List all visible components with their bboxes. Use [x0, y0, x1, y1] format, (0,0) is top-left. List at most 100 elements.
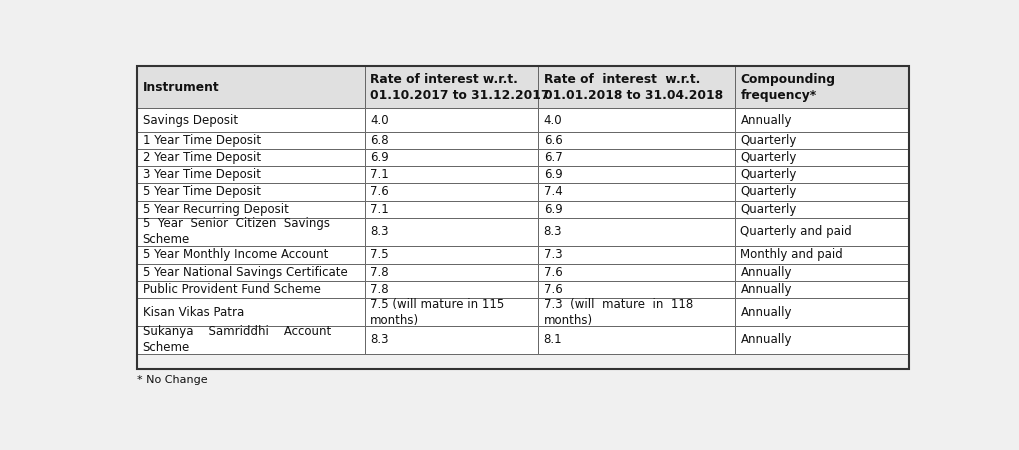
Text: 6.8: 6.8	[370, 134, 388, 147]
Bar	[735, 184, 908, 201]
Text: Quarterly: Quarterly	[740, 168, 796, 181]
Text: 5 Year National Savings Certificate: 5 Year National Savings Certificate	[143, 266, 346, 279]
Bar	[364, 264, 538, 281]
Bar	[137, 246, 364, 264]
Bar	[538, 108, 735, 132]
Bar	[137, 66, 364, 108]
Text: 6.9: 6.9	[543, 168, 561, 181]
Text: Quarterly: Quarterly	[740, 151, 796, 164]
Bar	[735, 149, 908, 166]
Bar	[538, 246, 735, 264]
Text: 8.3: 8.3	[543, 225, 561, 238]
Bar	[735, 246, 908, 264]
Text: Annually: Annually	[740, 306, 791, 319]
Text: Quarterly: Quarterly	[740, 202, 796, 216]
Bar	[735, 298, 908, 326]
Text: Annually: Annually	[740, 333, 791, 346]
Text: 8.1: 8.1	[543, 333, 561, 346]
Text: Quarterly: Quarterly	[740, 134, 796, 147]
Bar	[735, 66, 908, 108]
Bar	[364, 166, 538, 184]
Bar	[364, 218, 538, 246]
Bar	[735, 264, 908, 281]
Bar	[735, 201, 908, 218]
Text: 6.9: 6.9	[543, 202, 561, 216]
Bar	[364, 66, 538, 108]
Bar	[137, 326, 364, 354]
Bar	[538, 66, 735, 108]
Bar	[364, 132, 538, 149]
Text: 1 Year Time Deposit: 1 Year Time Deposit	[143, 134, 261, 147]
Text: 8.3: 8.3	[370, 333, 388, 346]
Text: 7.4: 7.4	[543, 185, 561, 198]
Bar	[538, 281, 735, 298]
Bar	[735, 281, 908, 298]
Bar	[538, 218, 735, 246]
Text: Compounding
frequency*: Compounding frequency*	[740, 73, 835, 102]
Text: 5 Year Recurring Deposit: 5 Year Recurring Deposit	[143, 202, 288, 216]
Text: Quarterly: Quarterly	[740, 185, 796, 198]
Bar	[137, 281, 364, 298]
Text: 8.3: 8.3	[370, 225, 388, 238]
Text: 2 Year Time Deposit: 2 Year Time Deposit	[143, 151, 261, 164]
Text: 7.6: 7.6	[543, 266, 561, 279]
Bar	[538, 264, 735, 281]
Bar	[364, 201, 538, 218]
Text: 6.9: 6.9	[370, 151, 388, 164]
Text: 5  Year  Senior  Citizen  Savings
Scheme: 5 Year Senior Citizen Savings Scheme	[143, 217, 329, 246]
Bar	[735, 166, 908, 184]
Bar	[538, 166, 735, 184]
Text: 7.8: 7.8	[370, 283, 388, 296]
Bar	[538, 184, 735, 201]
Bar	[735, 108, 908, 132]
Bar	[137, 166, 364, 184]
Bar	[364, 281, 538, 298]
Bar	[137, 218, 364, 246]
Text: 7.5: 7.5	[370, 248, 388, 261]
Text: 4.0: 4.0	[370, 113, 388, 126]
Text: Monthly and paid: Monthly and paid	[740, 248, 843, 261]
Text: 6.7: 6.7	[543, 151, 561, 164]
Bar	[364, 326, 538, 354]
Text: Annually: Annually	[740, 113, 791, 126]
Bar	[137, 66, 908, 369]
Text: 7.3: 7.3	[543, 248, 561, 261]
Text: 3 Year Time Deposit: 3 Year Time Deposit	[143, 168, 260, 181]
Bar	[137, 184, 364, 201]
Bar	[137, 132, 364, 149]
Bar	[364, 298, 538, 326]
Text: 7.5 (will mature in 115
months): 7.5 (will mature in 115 months)	[370, 298, 503, 327]
Bar	[137, 298, 364, 326]
Text: 6.6: 6.6	[543, 134, 561, 147]
Text: 5 Year Time Deposit: 5 Year Time Deposit	[143, 185, 260, 198]
Bar	[538, 132, 735, 149]
Bar	[364, 246, 538, 264]
Bar	[137, 201, 364, 218]
Text: Rate of  interest  w.r.t.
01.01.2018 to 31.04.2018: Rate of interest w.r.t. 01.01.2018 to 31…	[543, 73, 722, 102]
Text: 4.0: 4.0	[543, 113, 561, 126]
Bar	[137, 108, 364, 132]
Bar	[364, 184, 538, 201]
Text: * No Change: * No Change	[137, 374, 208, 384]
Bar	[137, 149, 364, 166]
Text: 7.6: 7.6	[543, 283, 561, 296]
Text: 7.8: 7.8	[370, 266, 388, 279]
Text: Rate of interest w.r.t.
01.10.2017 to 31.12.2017: Rate of interest w.r.t. 01.10.2017 to 31…	[370, 73, 549, 102]
Text: 7.3  (will  mature  in  118
months): 7.3 (will mature in 118 months)	[543, 298, 692, 327]
Bar	[735, 218, 908, 246]
Bar	[538, 149, 735, 166]
Bar	[364, 108, 538, 132]
Text: 7.6: 7.6	[370, 185, 388, 198]
Bar	[538, 298, 735, 326]
Text: Savings Deposit: Savings Deposit	[143, 113, 237, 126]
Text: 7.1: 7.1	[370, 202, 388, 216]
Bar	[735, 132, 908, 149]
Text: 5 Year Monthly Income Account: 5 Year Monthly Income Account	[143, 248, 327, 261]
Text: 7.1: 7.1	[370, 168, 388, 181]
Text: Annually: Annually	[740, 266, 791, 279]
Text: Annually: Annually	[740, 283, 791, 296]
Bar	[137, 264, 364, 281]
Text: Quarterly and paid: Quarterly and paid	[740, 225, 851, 238]
Text: Kisan Vikas Patra: Kisan Vikas Patra	[143, 306, 244, 319]
Text: Sukanya    Samriddhi    Account
Scheme: Sukanya Samriddhi Account Scheme	[143, 325, 330, 355]
